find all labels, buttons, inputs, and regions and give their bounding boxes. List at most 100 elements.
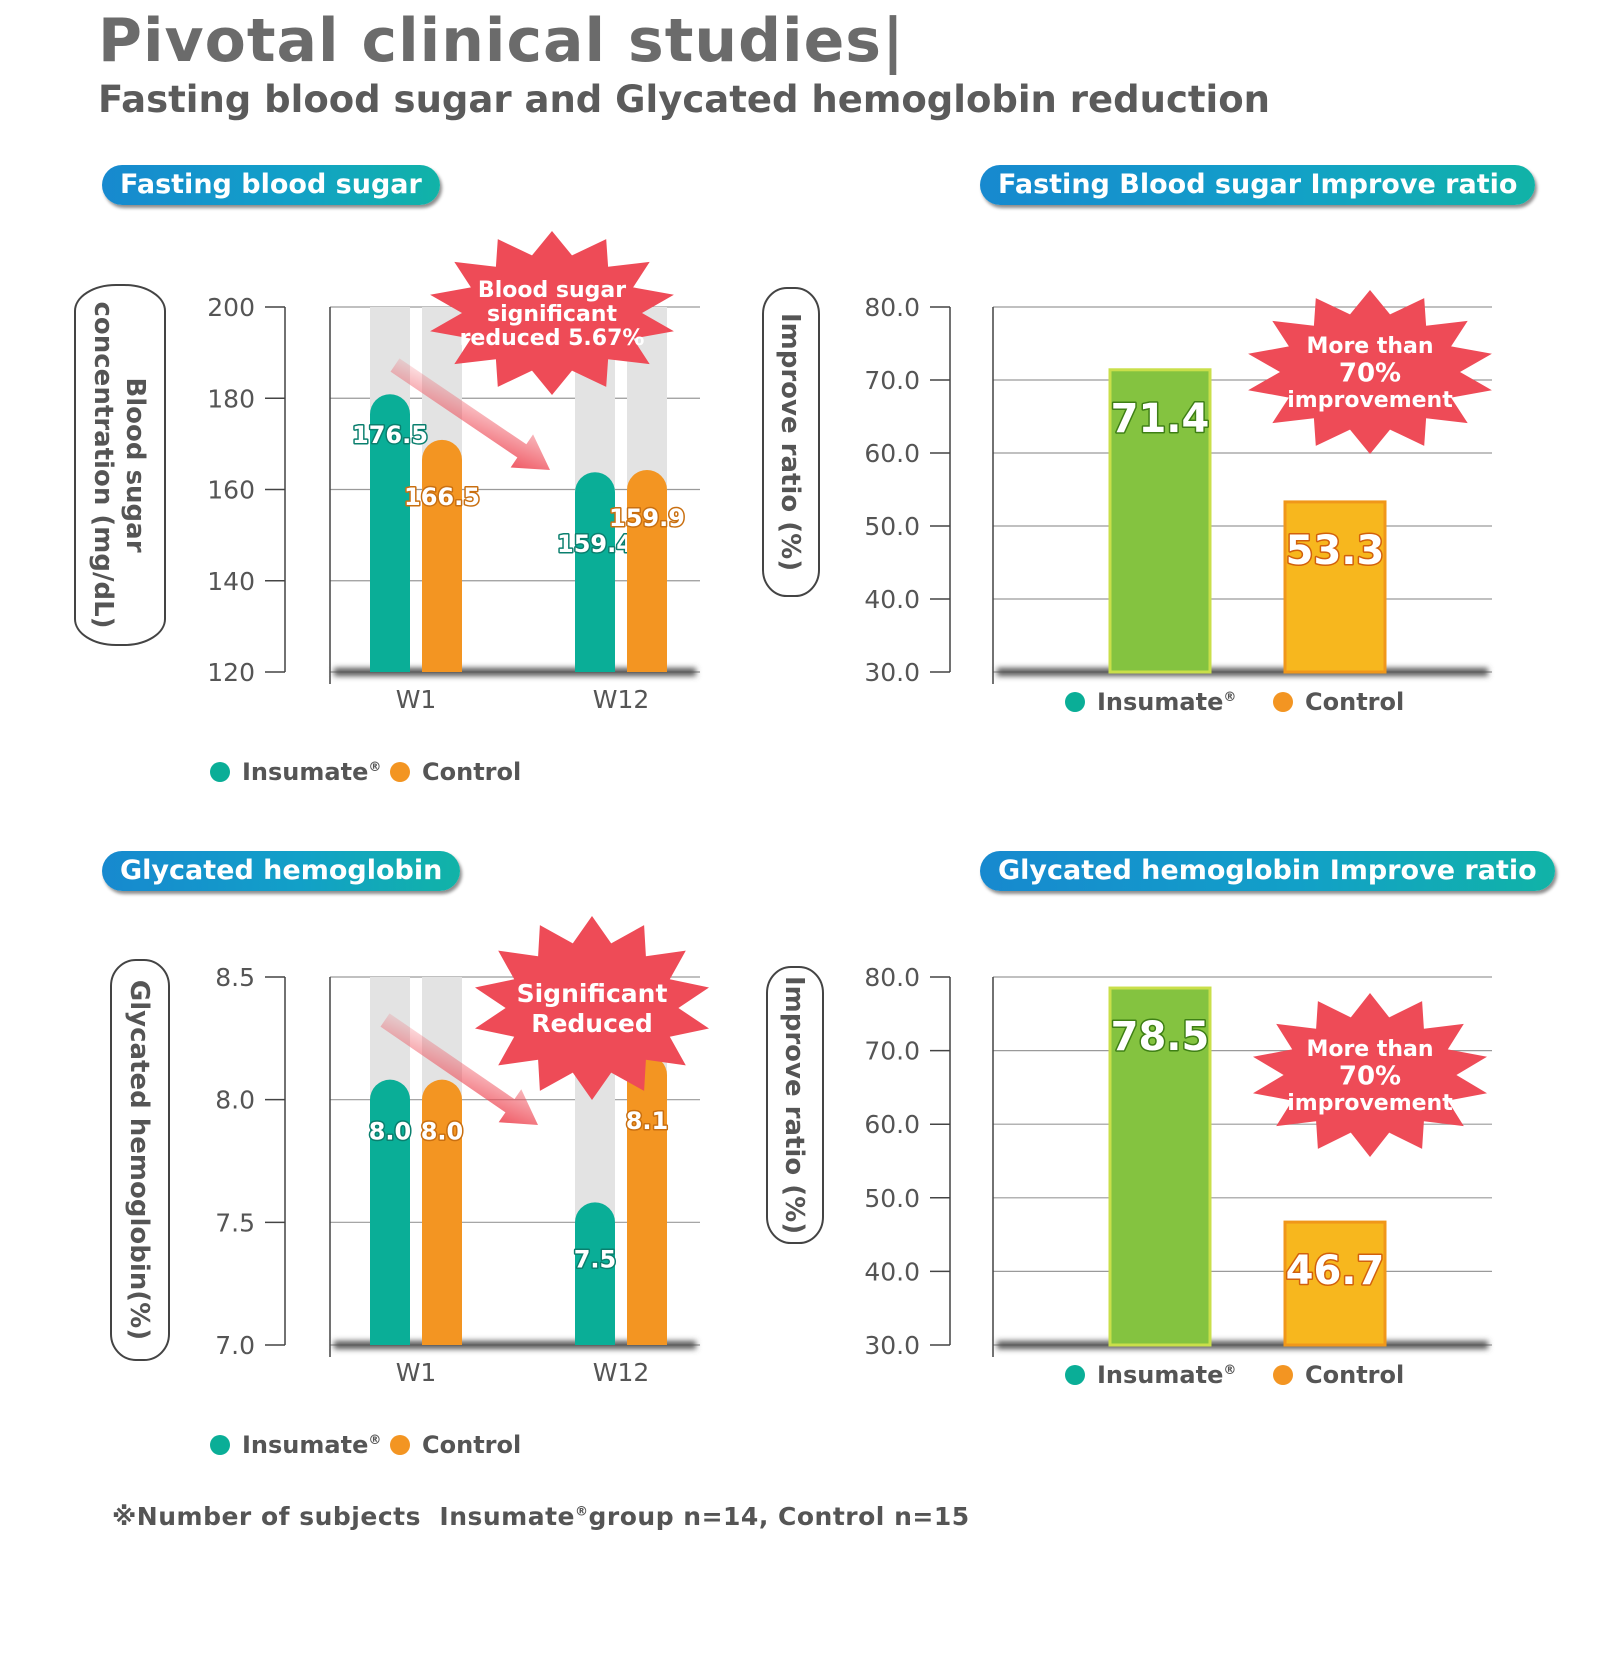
starburst-text: 70% <box>1339 1061 1401 1091</box>
legend-reg: ® <box>368 1433 381 1448</box>
footnote-rest: group n=14, Control n=15 <box>588 1502 970 1531</box>
starburst-text: reduced 5.67% <box>460 326 645 351</box>
starburst-text: More than <box>1306 334 1433 359</box>
y-tick-label: 50.0 <box>864 512 920 541</box>
chart-legend: Insumate® Control <box>1065 688 1404 716</box>
data-label: 159.9 <box>609 504 685 532</box>
bar <box>1108 986 1212 1347</box>
bar <box>1283 500 1387 674</box>
y-tick-label: 60.0 <box>864 1110 920 1139</box>
legend-swatch <box>390 1435 410 1455</box>
legend-reg: ® <box>1223 690 1236 705</box>
y-tick-label: 140 <box>207 567 255 596</box>
data-label: 8.0 <box>369 1118 412 1146</box>
y-tick-label: 7.0 <box>215 1331 255 1360</box>
legend-swatch <box>1065 1365 1085 1385</box>
y-axis-label-frame <box>762 287 820 597</box>
fasting-blood-sugar-chart: Blood sugarconcentration (mg/dL) 120 140 16… <box>74 231 700 786</box>
legend-label: Control <box>1305 1361 1404 1389</box>
starburst-text: Significant <box>517 979 668 1008</box>
floor-shadow <box>997 668 1488 676</box>
legend-swatch <box>1065 692 1085 712</box>
trend-arrow <box>390 358 550 470</box>
page-subtitle: Fasting blood sugar and Glycated hemoglo… <box>98 78 1271 121</box>
bar <box>1283 1220 1387 1347</box>
y-tick-label: 40.0 <box>864 1257 920 1286</box>
starburst-shape <box>1253 993 1487 1157</box>
panel-title-fasting-blood-sugar-ratio: Fasting Blood sugar Improve ratio <box>980 165 1536 205</box>
starburst-shape <box>430 231 674 395</box>
y-axis-label-line: Improve ratio (%) <box>775 313 805 571</box>
data-label: 8.1 <box>626 1107 669 1135</box>
x-tick-label: W12 <box>593 685 650 714</box>
y-tick-label: 80.0 <box>864 963 920 992</box>
panel-title-glycated-hemoglobin-ratio: Glycated hemoglobin Improve ratio <box>980 851 1555 891</box>
legend-label: Insumate® <box>242 1431 381 1459</box>
y-axis-label: Improve ratio (%) <box>775 313 805 571</box>
panel-title-glycated-hemoglobin: Glycated hemoglobin <box>102 851 461 891</box>
y-tick-label: 60.0 <box>864 439 920 468</box>
data-label: 159.4 <box>557 530 633 558</box>
data-label: 46.7 <box>1286 1248 1385 1294</box>
y-tick-label: 70.0 <box>864 366 920 395</box>
y-tick-label: 8.5 <box>215 963 255 992</box>
legend-reg: ® <box>368 760 381 775</box>
fasting-blood-sugar-ratio-chart: Improve ratio (%) 30.0 40.0 50.0 60.0 70.0 80.… <box>762 287 1492 716</box>
footnote-brand: Insumate <box>439 1502 575 1531</box>
chart-legend: Insumate® Control <box>210 1431 521 1459</box>
bar-body <box>370 1099 410 1345</box>
y-axis-label-line: Improve ratio (%) <box>779 976 809 1234</box>
trend-arrow-shape <box>390 358 550 470</box>
legend-label: Control <box>1305 688 1404 716</box>
legend-swatch <box>210 762 230 782</box>
glycated-hemoglobin-ratio-chart: Improve ratio (%) 30.0 40.0 50.0 60.0 70.0 80.… <box>766 963 1492 1389</box>
bar-body <box>575 1222 615 1345</box>
data-label: 166.5 <box>404 483 480 511</box>
footnote-reg: ® <box>575 1504 589 1520</box>
data-label: 7.5 <box>574 1245 617 1273</box>
y-tick-label: 70.0 <box>864 1037 920 1066</box>
footnote-prefix: ※Number of subjects <box>112 1502 421 1531</box>
footnote: ※Number of subjects Insumate®group n=14,… <box>112 1502 970 1531</box>
y-axis-label-box: Improve ratio (%) <box>766 966 824 1244</box>
bar-body <box>422 1099 462 1345</box>
y-tick-label: 80.0 <box>864 293 920 322</box>
starburst-shape <box>1248 290 1492 454</box>
bar-body <box>370 414 410 672</box>
chart-legend: Insumate® Control <box>210 758 521 786</box>
bar-body <box>627 1075 667 1345</box>
chart-legend: Insumate® Control <box>1065 1361 1404 1389</box>
y-tick-label: 200 <box>207 293 255 322</box>
y-axis-label-box: Blood sugarconcentration (mg/dL) <box>74 284 166 646</box>
legend-reg: ® <box>1223 1363 1236 1378</box>
y-tick-label: 8.0 <box>215 1086 255 1115</box>
bar-body <box>575 492 615 672</box>
data-label: 78.5 <box>1111 1014 1210 1060</box>
floor-shadow <box>334 1341 696 1349</box>
y-tick-label: 120 <box>207 658 255 687</box>
starburst-text: significant <box>487 302 617 327</box>
y-tick-label: 7.5 <box>215 1208 255 1237</box>
floor-shadow <box>334 668 696 676</box>
starburst-text: Blood sugar <box>478 278 626 303</box>
y-tick-label: 30.0 <box>864 1331 920 1360</box>
y-axis-label: Glycated hemoglobin(%) <box>124 980 154 1340</box>
y-tick-label: 180 <box>207 384 255 413</box>
y-axis-label: Blood sugarconcentration (mg/dL) <box>88 301 150 628</box>
legend-label: Insumate® <box>242 758 381 786</box>
legend-swatch <box>1273 692 1293 712</box>
x-tick-label: W12 <box>593 1358 650 1387</box>
y-axis-label-box: Glycated hemoglobin(%) <box>110 959 170 1361</box>
y-tick-label: 30.0 <box>864 658 920 687</box>
trend-arrow-shape <box>380 1013 538 1125</box>
starburst-text: improvement <box>1287 1091 1453 1116</box>
y-axis-label-frame <box>766 966 824 1244</box>
legend-swatch <box>1273 1365 1293 1385</box>
legend-swatch <box>390 762 410 782</box>
legend-label: Control <box>422 1431 521 1459</box>
data-label: 176.5 <box>352 421 428 449</box>
trend-arrow <box>380 1013 538 1125</box>
